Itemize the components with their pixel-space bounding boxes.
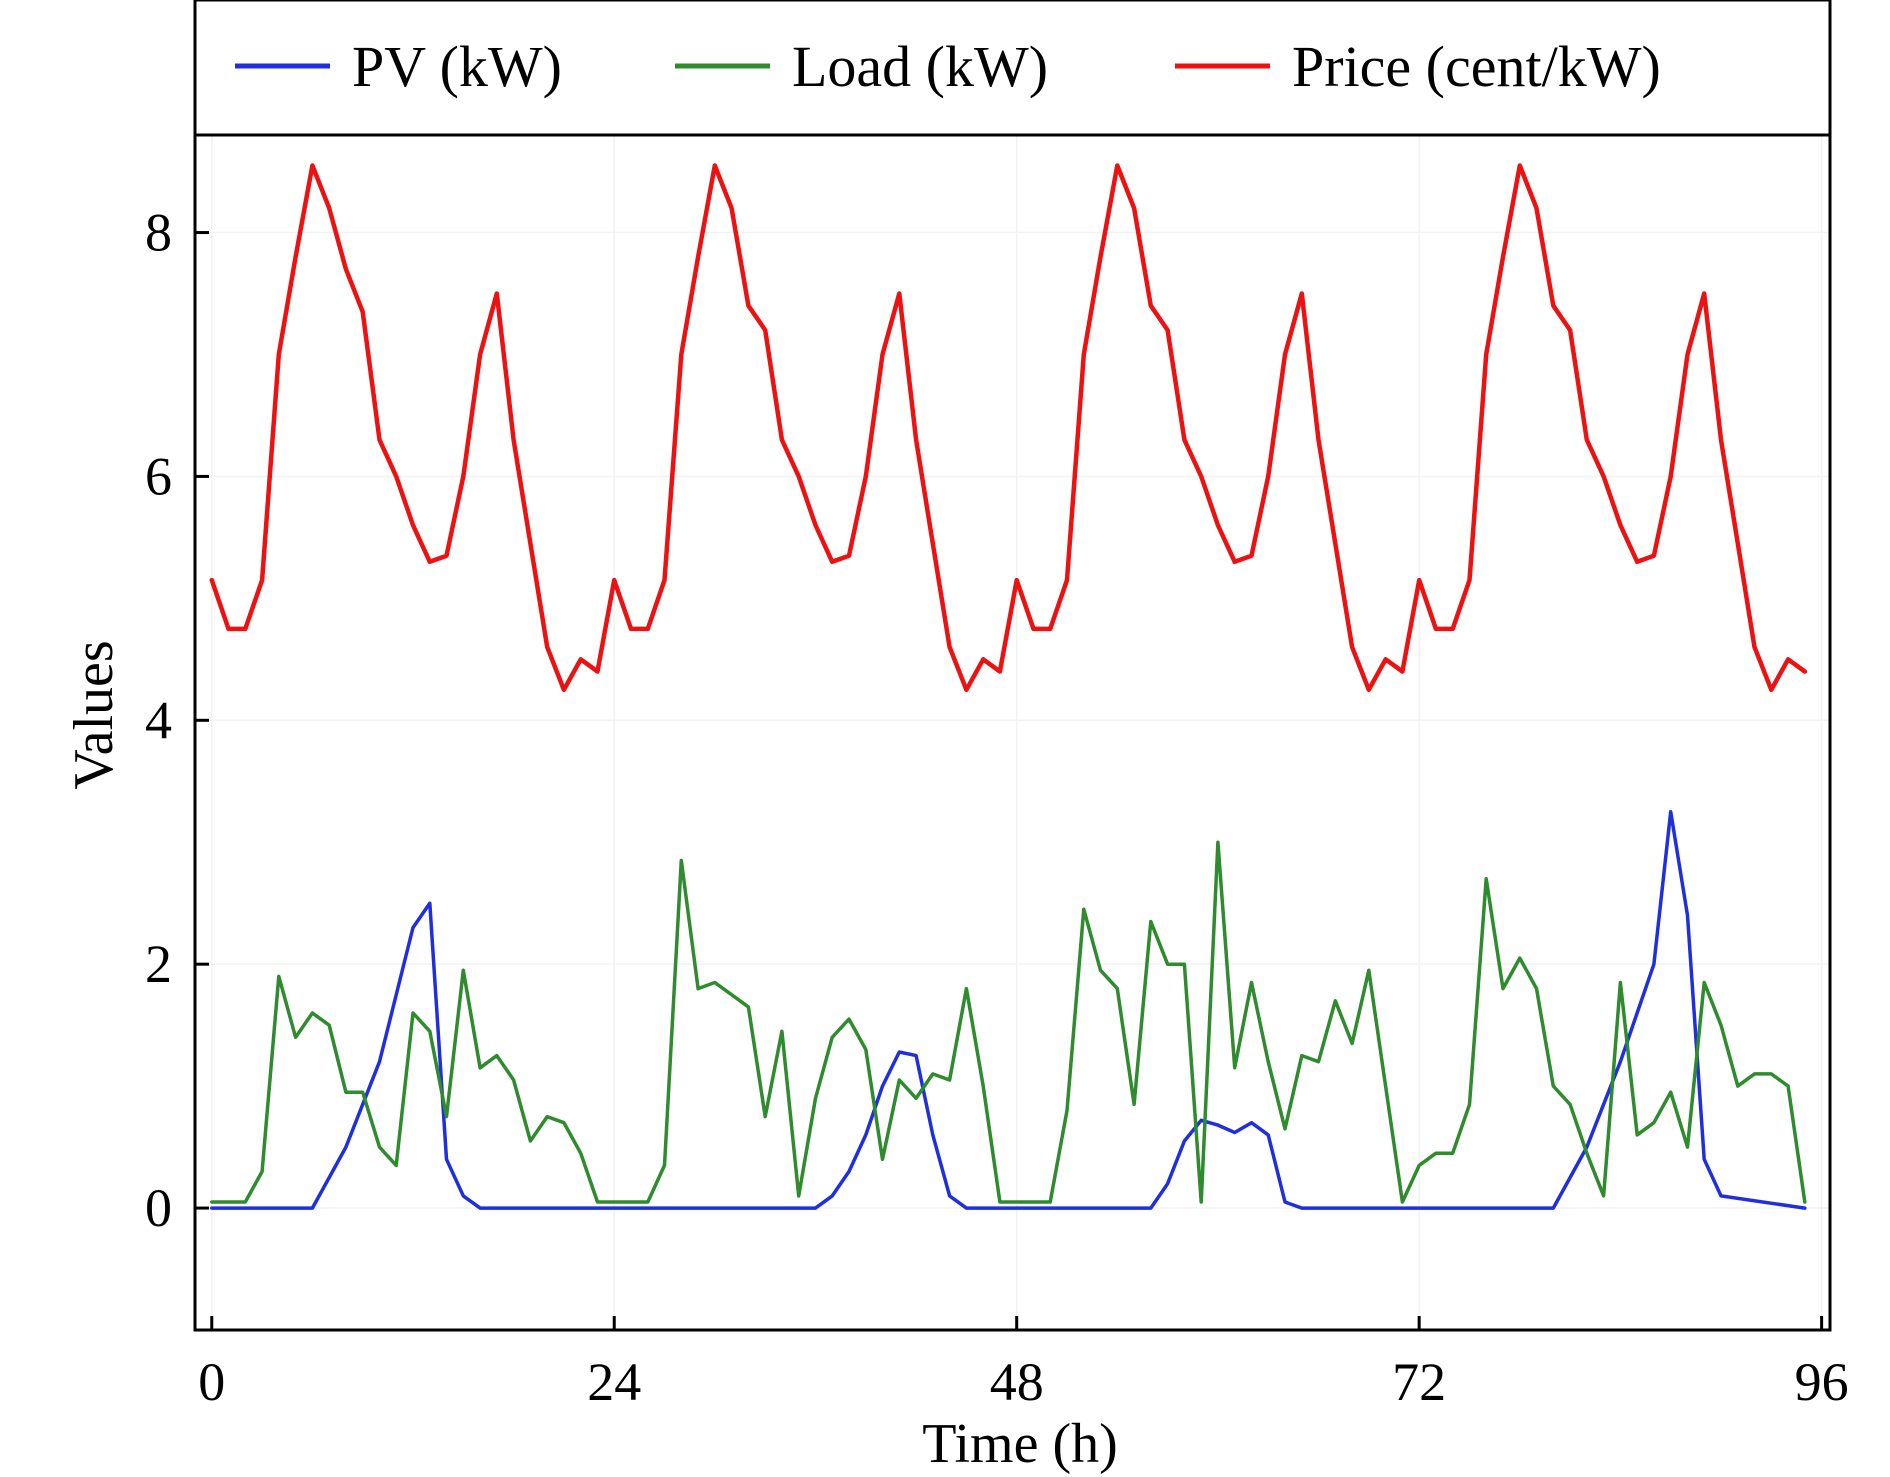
- x-axis-title: Time (h): [922, 1413, 1118, 1475]
- y-tick-label-3: 6: [145, 446, 172, 506]
- series-line-price: [209, 163, 1808, 693]
- y-axis: 0 2 4 6 8: [145, 203, 209, 1238]
- y-tick-label-2: 4: [145, 690, 172, 750]
- y-tick-label-1: 2: [145, 934, 172, 994]
- series-layer: [209, 163, 1808, 1210]
- plot-frame: [193, 0, 1832, 1332]
- y-tick-label-0: 0: [145, 1178, 172, 1238]
- grid-lines: [195, 135, 1830, 1330]
- x-tick-label-0: 0: [198, 1352, 225, 1412]
- x-tick-label-3: 72: [1392, 1352, 1446, 1412]
- legend-label-pv: PV (kW): [352, 34, 562, 99]
- y-tick-label-4: 8: [145, 203, 172, 263]
- legend-label-load: Load (kW): [792, 34, 1048, 99]
- y-axis-title: Values: [63, 640, 125, 789]
- legend-label-price: Price (cent/kW): [1292, 34, 1661, 99]
- series-line-pv: [210, 810, 1807, 1210]
- x-axis: 0 24 48 72 96: [198, 1316, 1849, 1412]
- legend: PV (kW) Load (kW) Price (cent/kW): [193, 0, 1832, 137]
- legend-box: [193, 0, 1832, 137]
- x-tick-label-2: 48: [990, 1352, 1044, 1412]
- x-tick-label-1: 24: [587, 1352, 641, 1412]
- x-tick-label-4: 96: [1795, 1352, 1849, 1412]
- series-line-load: [210, 840, 1807, 1204]
